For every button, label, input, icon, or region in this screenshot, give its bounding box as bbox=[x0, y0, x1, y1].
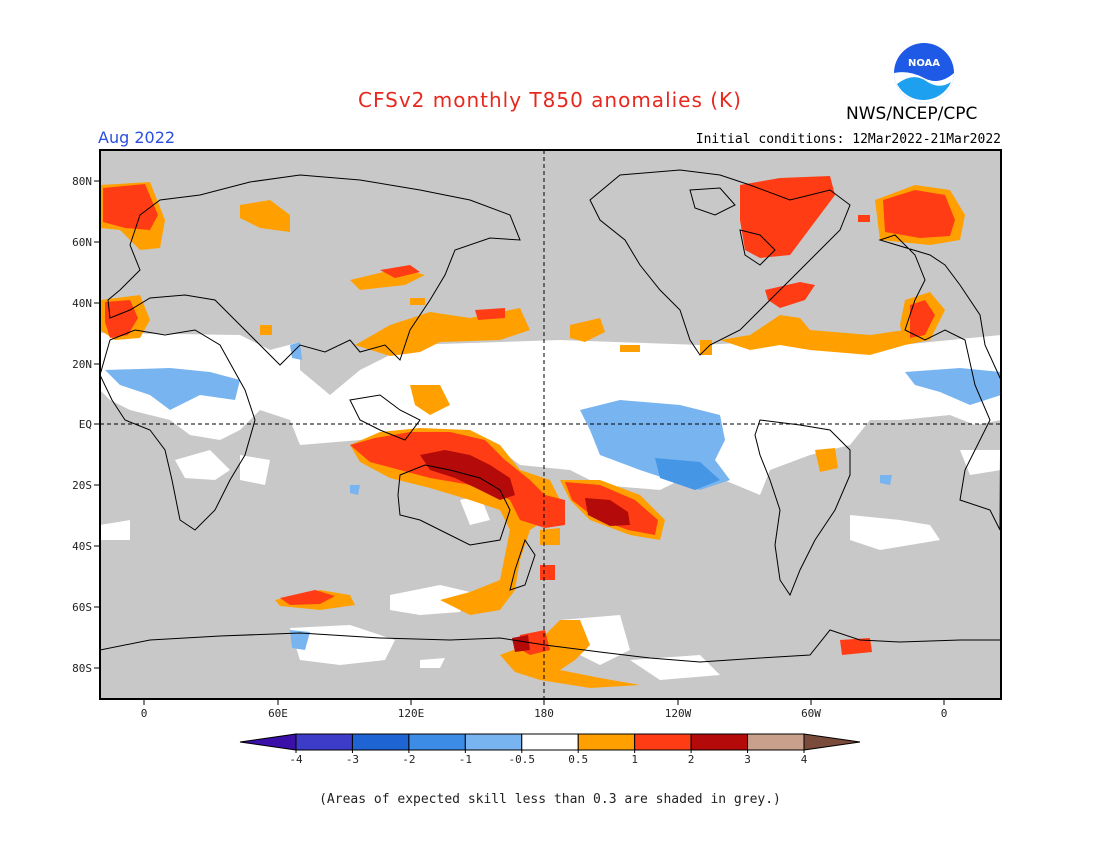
colorbar-swatch bbox=[295, 733, 353, 751]
colorbar-swatch bbox=[351, 733, 410, 751]
map-title: CFSv2 monthly T850 anomalies (K) bbox=[358, 88, 742, 112]
lat-label: 20S bbox=[72, 479, 92, 492]
lon-label: 180 bbox=[534, 707, 554, 720]
colorbar-label: 2 bbox=[688, 753, 695, 766]
lat-label: 40S bbox=[72, 540, 92, 553]
colorbar-arrow-high bbox=[803, 733, 861, 751]
colorbar-label: 4 bbox=[801, 753, 808, 766]
lat-label: 60S bbox=[72, 601, 92, 614]
lat-label: EQ bbox=[79, 418, 92, 431]
colorbar-label: -2 bbox=[402, 753, 415, 766]
lat-labels: 80N 60N 40N 20N EQ 20S 40S 60S 80S bbox=[72, 175, 92, 675]
cold-anomalies bbox=[105, 342, 1001, 650]
lon-ticks bbox=[143, 699, 945, 705]
lat-label: 80S bbox=[72, 662, 92, 675]
lon-label: 120W bbox=[665, 707, 692, 720]
colorbar-legend: -4 -3 -2 -1 -0.5 0.5 1 2 3 4 bbox=[239, 733, 861, 766]
colorbar-label: -3 bbox=[346, 753, 359, 766]
colorbar-arrow-low bbox=[239, 733, 297, 751]
lat-ticks bbox=[94, 180, 100, 669]
lon-label: 120E bbox=[398, 707, 425, 720]
skill-footnote: (Areas of expected skill less than 0.3 a… bbox=[319, 792, 781, 807]
colorbar-label: -0.5 bbox=[509, 753, 536, 766]
colorbar-swatch bbox=[521, 733, 579, 751]
noaa-logo-icon: NOAA bbox=[894, 43, 954, 103]
forecast-month: Aug 2022 bbox=[98, 128, 176, 147]
colorbar-swatch bbox=[408, 733, 466, 751]
colorbar-swatch bbox=[464, 733, 523, 751]
lat-label: 80N bbox=[72, 175, 92, 188]
colorbar-swatch bbox=[577, 733, 636, 751]
colorbar-swatch bbox=[747, 733, 805, 751]
lat-label: 20N bbox=[72, 358, 92, 371]
colorbar-label: -4 bbox=[289, 753, 303, 766]
lon-label: 0 bbox=[141, 707, 148, 720]
lon-label: 0 bbox=[941, 707, 948, 720]
agency-label: NWS/NCEP/CPC bbox=[846, 104, 978, 124]
lon-label: 60W bbox=[801, 707, 821, 720]
initial-conditions: Initial conditions: 12Mar2022-21Mar2022 bbox=[695, 132, 1001, 147]
colorbar-label: 3 bbox=[744, 753, 751, 766]
colorbar-swatch bbox=[690, 733, 749, 751]
colorbar-label: -1 bbox=[459, 753, 472, 766]
lat-label: 60N bbox=[72, 236, 92, 249]
colorbar-label: 0.5 bbox=[568, 753, 588, 766]
lat-label: 40N bbox=[72, 297, 92, 310]
lon-labels: 0 60E 120E 180 120W 60W 0 bbox=[141, 707, 948, 720]
coastlines bbox=[100, 169, 1001, 663]
lon-label: 60E bbox=[268, 707, 288, 720]
logo-text: NOAA bbox=[908, 58, 940, 69]
colorbar-swatch bbox=[634, 733, 692, 751]
colorbar-label: 1 bbox=[631, 753, 638, 766]
